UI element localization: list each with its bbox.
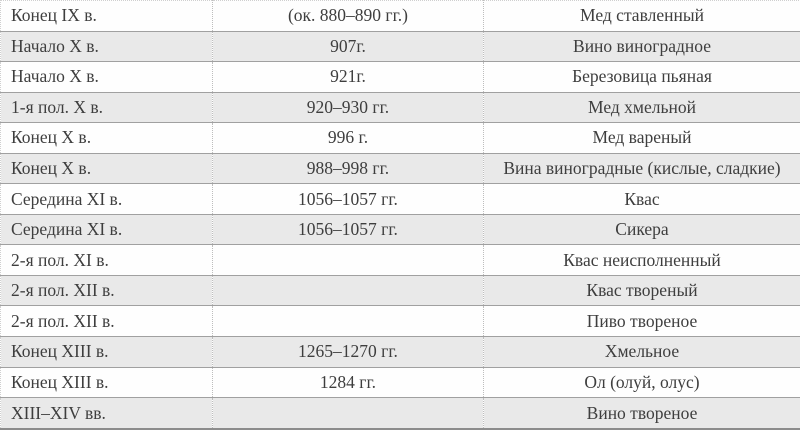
period-cell: Конец X в. [0,122,213,154]
drink-cell: Мед вареный [483,122,800,154]
date-cell [212,397,484,429]
period-cell: Конец X в. [0,152,213,184]
drink-cell: Ол (олуй, олус) [483,366,800,398]
period-cell: 2-я пол. XII в. [0,274,213,306]
period-cell: Конец IX в. [11,5,97,26]
table-row: 2-я пол. XII в. Пиво твореное [0,305,800,337]
drink-cell: Пиво твореное [483,305,800,337]
drink-cell: Мед хмельной [483,91,800,123]
period-cell: 1-я пол. X в. [0,91,213,123]
period-cell: XIII–XIV вв. [0,397,213,429]
drink-cell: Хмельное [483,336,800,368]
drink-cell: Квас твореный [483,274,800,306]
period-cell: Начало X в. [0,61,213,93]
date-cell: 996 г. [212,122,484,154]
table-row: Конец X в. 988–998 гг. Вина виноградные … [0,152,800,184]
drink-cell: Вино виноградное [483,30,800,62]
table-row: Конец IX в. (ок. 880–890 гг.) Мед ставле… [0,0,800,32]
date-cell [212,305,484,337]
date-cell: 988–998 гг. [212,152,484,184]
table-row: Начало X в. 907г. Вино виноградное [0,30,800,62]
table-row: Конец X в. 996 г. Мед вареный [0,122,800,154]
date-cell: (ок. 880–890 гг.) [212,0,484,32]
period-cell: 2-я пол. XI в. [0,244,213,276]
date-cell: 907г. [212,30,484,62]
drink-cell: Мед ставленный [483,0,800,32]
drink-cell: Березовица пьяная [483,61,800,93]
drink-cell: Вина виноградные (кислые, сладкие) [483,152,800,184]
date-cell [212,274,484,306]
period-cell: Начало X в. [0,30,213,62]
period-cell: Середина XI в. [0,213,213,245]
table-row: 1-я пол. X в. 920–930 гг. Мед хмельной [0,91,800,123]
period-cell: Середина XI в. [0,183,213,215]
drink-cell: Вино твореное [483,397,800,429]
drink-cell: Квас [483,183,800,215]
table-row: 2-я пол. XII в. Квас твореный [0,274,800,306]
table-row: XIII–XIV вв. Вино твореное [0,397,800,429]
date-cell: 920–930 гг. [212,91,484,123]
date-cell: 921г. [212,61,484,93]
period-cell: Конец XIII в. [0,366,213,398]
table-row: Конец XIII в. 1265–1270 гг. Хмельное [0,336,800,368]
table-row: Конец XIII в. 1284 гг. Ол (олуй, олус) [0,366,800,398]
table-row: Середина XI в. 1056–1057 гг. Квас [0,183,800,215]
table-row: 2-я пол. XI в. Квас неисполненный [0,244,800,276]
drink-cell: Сикера [483,213,800,245]
drink-cell: Квас неисполненный [483,244,800,276]
date-cell: 1056–1057 гг. [212,183,484,215]
date-cell [212,244,484,276]
table-row: Начало X в. 921г. Березовица пьяная [0,61,800,93]
date-cell: 1284 гг. [212,366,484,398]
period-cell: 2-я пол. XII в. [0,305,213,337]
date-cell: 1056–1057 гг. [212,213,484,245]
table-row: Середина XI в. 1056–1057 гг. Сикера [0,213,800,245]
date-cell: 1265–1270 гг. [212,336,484,368]
period-cell: Конец XIII в. [0,336,213,368]
